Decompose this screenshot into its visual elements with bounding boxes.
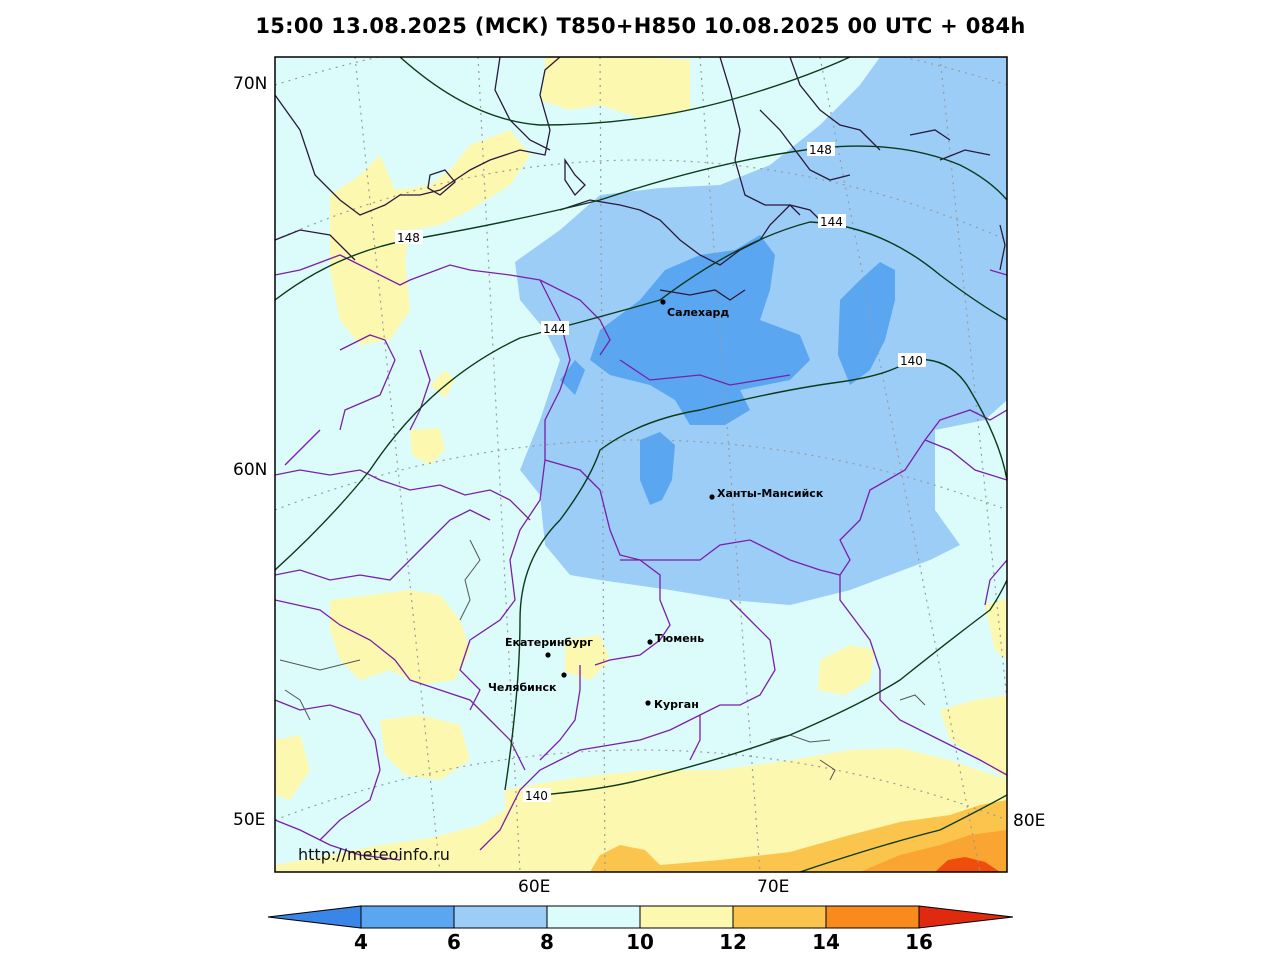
city-label-kurgan: Курган: [654, 698, 699, 711]
contour-labels: 148 148 144 144 140 140: [395, 142, 926, 803]
contour-label: 140: [900, 354, 923, 368]
city-label-salekhard: Салехард: [667, 306, 729, 319]
lat-label-50e: 50E: [233, 810, 266, 830]
colorbar-bin: [825, 905, 920, 929]
colorbar-tick: 14: [812, 930, 840, 954]
colorbar-tick: 6: [447, 930, 461, 954]
city-dot: [545, 652, 551, 658]
colorbar-arrow-high: [918, 905, 1014, 929]
city-dot: [561, 672, 567, 678]
colorbar-bin: [546, 905, 641, 929]
colorbar-arrow-low: [267, 905, 362, 929]
hot-band: [590, 800, 1007, 872]
city-label-chelyabinsk: Челябинск: [488, 681, 557, 694]
warm-patch: [540, 57, 690, 118]
colorbar-bin: [732, 905, 827, 929]
contour-label: 148: [397, 231, 420, 245]
map-title: 15:00 13.08.2025 (МСК) T850+H850 10.08.2…: [255, 14, 1026, 38]
colorbar-bin: [639, 905, 734, 929]
colorbar-bin: [453, 905, 548, 929]
contour-label: 144: [820, 215, 843, 229]
temperature-field: [275, 57, 1007, 872]
colorbar-tick: 16: [905, 930, 933, 954]
lat-label-60n: 60N: [233, 460, 268, 480]
contour-label: 144: [543, 322, 566, 336]
city-markers: Салехард Ханты-Мансийск Екатеринбург Тюм…: [488, 299, 824, 711]
contour-label: 140: [525, 789, 548, 803]
lon-label-80e: 80E: [1013, 811, 1046, 831]
city-dot: [660, 299, 666, 305]
city-label-yekaterinburg: Екатеринбург: [505, 636, 593, 649]
lat-label-70n: 70N: [233, 74, 268, 94]
colorbar-tick: 12: [719, 930, 747, 954]
colorbar-tick: 8: [540, 930, 554, 954]
city-dot: [647, 639, 653, 645]
source-watermark[interactable]: http://meteoinfo.ru: [298, 845, 450, 864]
city-label-tyumen: Тюмень: [655, 632, 704, 645]
colorbar: [267, 905, 1014, 929]
lon-label-70e: 70E: [757, 877, 790, 897]
cold-core: [590, 235, 810, 425]
contour-label: 148: [809, 143, 832, 157]
colorbar-tick: 4: [354, 930, 368, 954]
lon-label-60e: 60E: [518, 877, 551, 897]
colorbar-tick: 10: [626, 930, 654, 954]
map-frame: [274, 56, 1008, 873]
city-dot: [645, 700, 651, 706]
city-dot: [709, 494, 715, 500]
colorbar-bin: [360, 905, 455, 929]
city-label-khanty-mansiysk: Ханты-Мансийск: [717, 487, 824, 500]
